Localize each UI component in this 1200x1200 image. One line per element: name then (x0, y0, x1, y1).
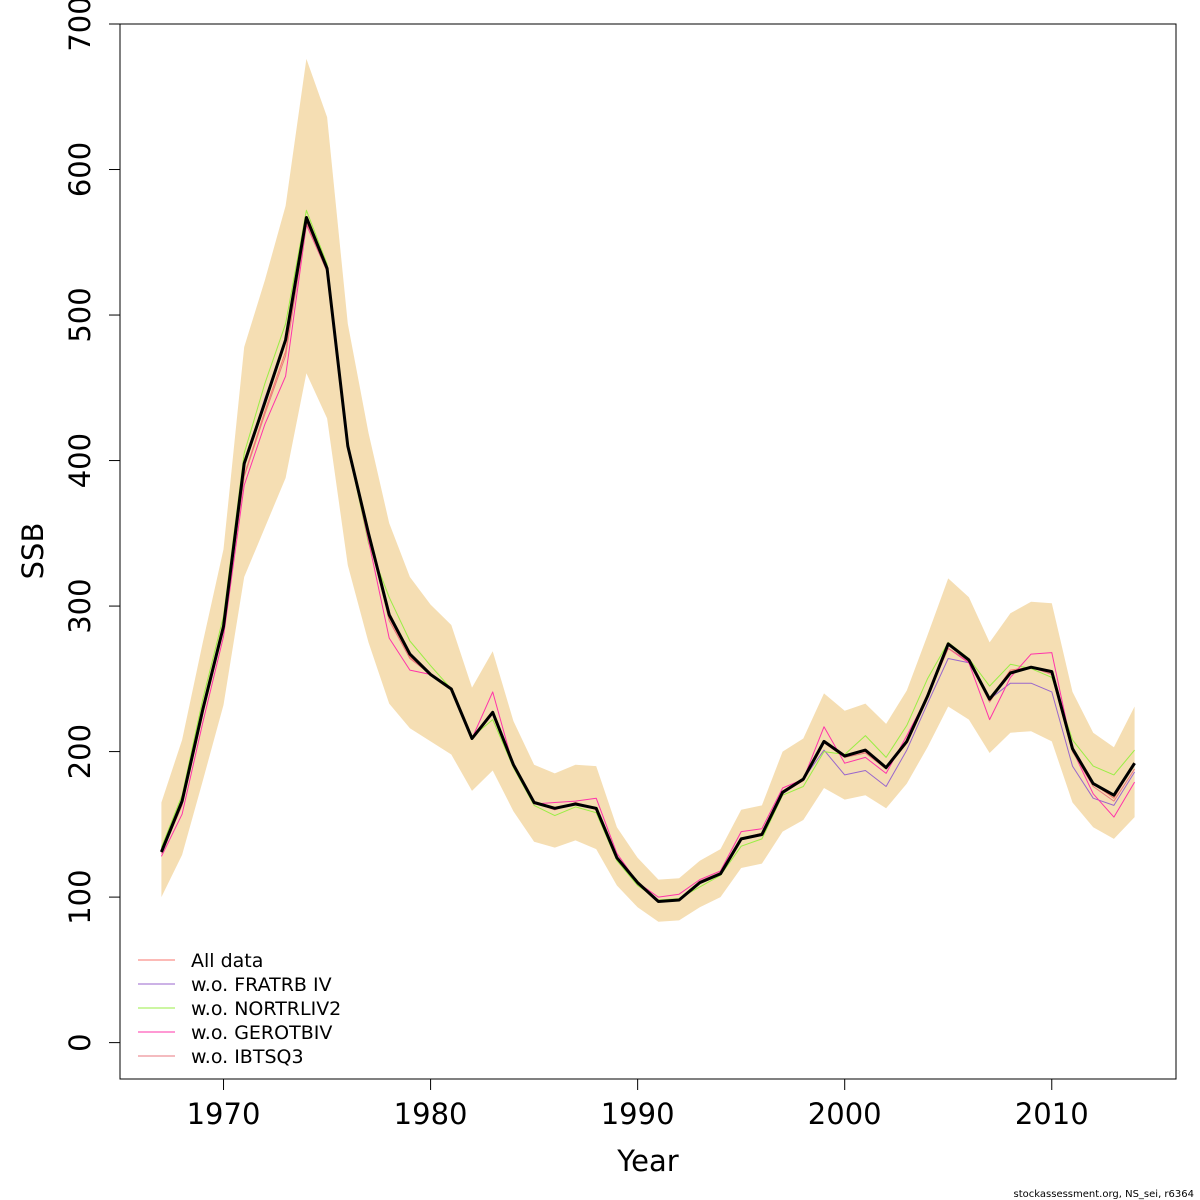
legend-label: All data (191, 950, 263, 972)
y-tick-label: 500 (63, 287, 97, 342)
x-axis: 1970 1980 1990 2000 2010 (187, 1078, 1089, 1131)
x-tick-label: 1970 (187, 1097, 261, 1131)
legend-label: w.o. IBTSQ3 (191, 1046, 304, 1068)
series-line-estimate (160, 216, 1136, 903)
y-tick-label: 0 (63, 1033, 97, 1051)
legend-label: w.o. GEROTBIV (191, 1022, 332, 1044)
x-tick-label: 2000 (808, 1097, 882, 1131)
series-layer (160, 209, 1136, 903)
y-tick-label: 600 (63, 142, 97, 197)
confidence-band (161, 58, 1135, 922)
y-axis-title: SSB (16, 523, 50, 580)
y-tick-label: 200 (63, 724, 97, 779)
plot-frame (119, 23, 1177, 1080)
credit-text: stockassessment.org, NS_sei, r6364 (1014, 1189, 1194, 1200)
legend-entry: w.o. GEROTBIV (138, 1022, 332, 1044)
y-tick-label: 300 (63, 578, 97, 633)
legend-entry: All data (138, 950, 263, 972)
y-axis: 0 100 200 300 400 500 600 700 (63, 0, 121, 1052)
y-tick-label: 100 (63, 869, 97, 924)
x-axis-title: Year (616, 1144, 678, 1178)
legend-entry: w.o. NORTRLIV2 (138, 998, 341, 1020)
x-tick-label: 1990 (601, 1097, 675, 1131)
y-tick-label: 700 (63, 0, 97, 52)
confidence-band-layer (161, 58, 1135, 922)
y-tick-label: 400 (63, 433, 97, 488)
legend-label: w.o. NORTRLIV2 (191, 998, 341, 1020)
legend-entry: w.o. FRATRB IV (138, 974, 332, 996)
legend-label: w.o. FRATRB IV (191, 974, 332, 996)
legend-entry: w.o. IBTSQ3 (138, 1046, 304, 1068)
x-tick-label: 1980 (394, 1097, 468, 1131)
x-tick-label: 2010 (1015, 1097, 1089, 1131)
